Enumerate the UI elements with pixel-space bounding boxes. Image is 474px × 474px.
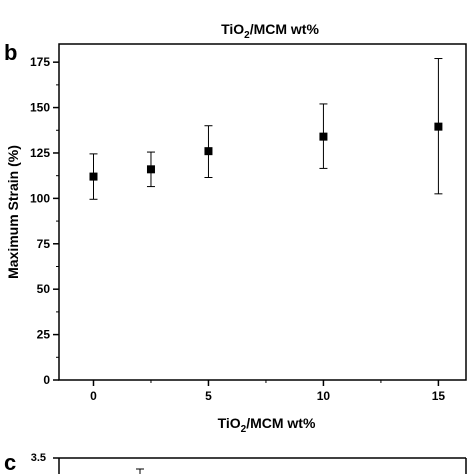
panel-c-ytick: 3.5: [31, 452, 46, 464]
y-tick-label: 0: [43, 373, 50, 387]
data-point: [146, 165, 155, 174]
panel-b-chart: 0 25 50 75 100 125 150 175 0 5 10 15 TiO2/MCM wt% Max…: [5, 43, 467, 435]
data-point: [434, 122, 443, 131]
x-axis-label: TiO2/MCM wt%: [218, 415, 316, 435]
panel-c-frame: [53, 457, 467, 474]
x-tick-label: 0: [90, 389, 97, 403]
y-tick-label: 175: [30, 55, 50, 69]
panel-b-letter: b: [4, 40, 17, 65]
y-tick-label: 25: [37, 328, 51, 342]
x-tick-label: 15: [432, 389, 446, 403]
y-tick-label: 50: [37, 282, 51, 296]
y-tick-label: 100: [30, 191, 50, 205]
data-point: [319, 132, 328, 141]
x-tick-label: 10: [317, 389, 331, 403]
y-tick-label: 150: [30, 101, 50, 115]
panel-c-letter: c: [4, 450, 16, 474]
top-xlabel: TiO2/MCM wt%: [221, 21, 319, 41]
data-point: [204, 147, 213, 156]
y-axis-label: Maximum Strain (%): [5, 145, 21, 279]
data-point: [89, 172, 98, 181]
y-tick-label: 75: [37, 237, 51, 251]
plot-frame: [58, 43, 467, 381]
y-tick-label: 125: [30, 146, 50, 160]
x-tick-label: 5: [205, 389, 212, 403]
